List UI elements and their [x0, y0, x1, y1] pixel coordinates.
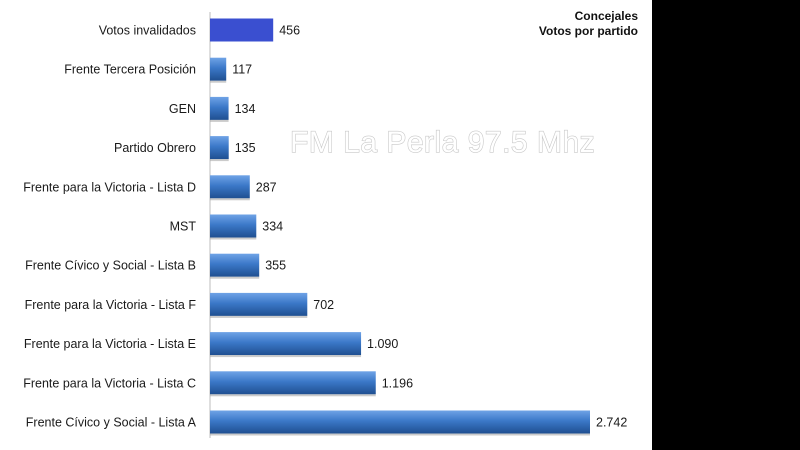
- value-label-gen: 134: [235, 102, 256, 116]
- bar-shadow-gen: [210, 119, 229, 122]
- bar-frente-para-la-victoria-lista-c: [210, 371, 376, 395]
- bar-frente-tercera-posicion: [210, 57, 227, 81]
- bar-frente-civico-y-social-lista-b: [210, 253, 260, 277]
- bar-votos-invalidados: [210, 18, 274, 42]
- category-label-frente-para-la-victoria-lista-d: Frente para la Victoria - Lista D: [23, 180, 196, 194]
- bar-mst: [210, 214, 257, 238]
- chart-title: Concejales: [575, 9, 639, 23]
- category-label-frente-para-la-victoria-lista-f: Frente para la Victoria - Lista F: [25, 298, 197, 312]
- value-label-frente-para-la-victoria-lista-e: 1.090: [367, 337, 398, 351]
- bar-shadow-frente-para-la-victoria-lista-c: [210, 394, 376, 397]
- category-label-frente-para-la-victoria-lista-e: Frente para la Victoria - Lista E: [24, 337, 196, 351]
- value-label-votos-invalidados: 456: [279, 24, 300, 38]
- bar-shadow-frente-civico-y-social-lista-b: [210, 276, 260, 279]
- bars-group: Votos invalidados 456 Frente Tercera Posic…: [23, 18, 627, 436]
- value-label-partido-obrero: 135: [235, 141, 256, 155]
- bar-shadow-frente-tercera-posicion: [210, 80, 227, 83]
- value-label-frente-civico-y-social-lista-b: 355: [265, 259, 286, 273]
- category-label-mst: MST: [170, 220, 197, 234]
- value-label-frente-tercera-posicion: 117: [232, 63, 252, 77]
- category-label-gen: GEN: [169, 102, 196, 116]
- bar-frente-para-la-victoria-lista-f: [210, 292, 308, 316]
- bar-chart: Concejales Votos por partido FM La Perla…: [23, 9, 639, 438]
- bar-frente-para-la-victoria-lista-d: [210, 175, 250, 199]
- bar-frente-civico-y-social-lista-a: [210, 410, 590, 434]
- bar-shadow-frente-civico-y-social-lista-a: [210, 433, 590, 436]
- category-label-frente-tercera-posicion: Frente Tercera Posición: [64, 63, 196, 77]
- chart-canvas: Concejales Votos por partido FM La Perla…: [0, 0, 652, 450]
- value-label-frente-para-la-victoria-lista-f: 702: [313, 298, 334, 312]
- bar-frente-para-la-victoria-lista-e: [210, 332, 362, 356]
- value-label-frente-civico-y-social-lista-a: 2.742: [596, 416, 627, 430]
- bar-partido-obrero: [210, 136, 229, 160]
- bar-shadow-frente-para-la-victoria-lista-f: [210, 315, 308, 318]
- value-label-mst: 334: [262, 220, 283, 234]
- category-label-votos-invalidados: Votos invalidados: [99, 24, 196, 38]
- bar-shadow-partido-obrero: [210, 159, 229, 162]
- bar-gen: [210, 96, 229, 120]
- watermark: FM La Perla 97.5 Mhz: [290, 126, 595, 159]
- category-label-partido-obrero: Partido Obrero: [114, 141, 196, 155]
- bar-shadow-mst: [210, 237, 257, 240]
- bar-shadow-frente-para-la-victoria-lista-e: [210, 355, 362, 358]
- category-label-frente-civico-y-social-lista-a: Frente Cívico y Social - Lista A: [26, 416, 197, 430]
- value-label-frente-para-la-victoria-lista-c: 1.196: [382, 376, 413, 390]
- category-label-frente-civico-y-social-lista-b: Frente Cívico y Social - Lista B: [25, 259, 196, 273]
- bar-shadow-frente-para-la-victoria-lista-d: [210, 198, 250, 201]
- chart-subtitle: Votos por partido: [539, 24, 638, 38]
- category-label-frente-para-la-victoria-lista-c: Frente para la Victoria - Lista C: [23, 376, 196, 390]
- value-label-frente-para-la-victoria-lista-d: 287: [256, 180, 277, 194]
